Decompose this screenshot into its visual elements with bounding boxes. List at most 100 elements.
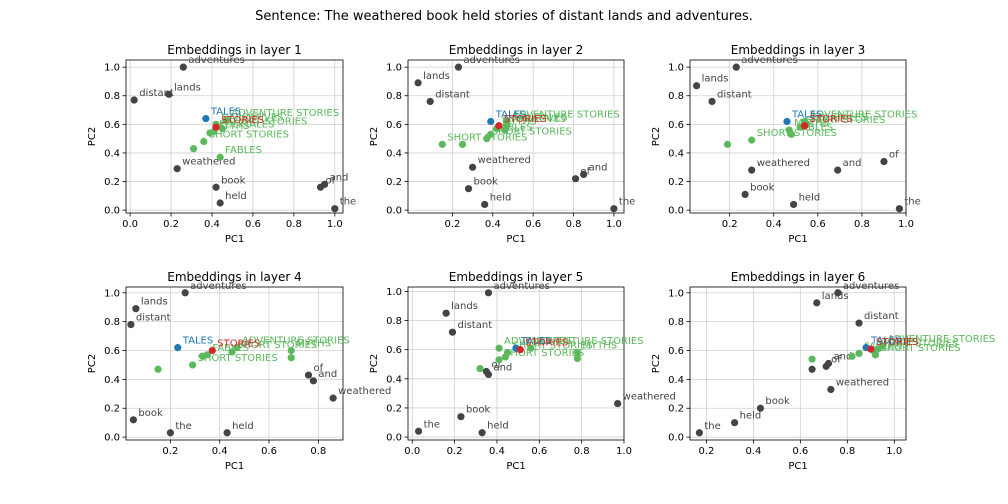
chart-panel-4: 0.2 0.4 0.6 0.8 0.0 0.2 0.4 0.6 0.8 1.0 Embeddings…	[87, 270, 391, 472]
point-label: weathered	[478, 155, 531, 166]
y-tick-label: 0.0	[668, 206, 684, 217]
point-label: book	[765, 396, 790, 407]
y-axis-label: PC2	[651, 354, 662, 373]
point-context	[693, 82, 701, 90]
point-label: TALES	[495, 109, 526, 120]
x-tick-label: 0.4	[485, 219, 501, 230]
point-context	[880, 157, 888, 166]
point-context	[331, 205, 339, 213]
y-tick-label: 0.8	[104, 91, 120, 102]
x-axis-label: PC1	[225, 461, 244, 472]
point-label: of	[325, 175, 335, 186]
point-label: MYTHS	[296, 339, 331, 350]
point-context	[165, 90, 173, 98]
point-context	[824, 359, 833, 368]
point-label: adventures	[463, 55, 519, 66]
point-label: held	[490, 192, 512, 203]
y-tick-label: 1.0	[386, 63, 402, 74]
point-context	[834, 166, 842, 174]
point-label: FOLKTALES	[812, 112, 867, 123]
y-tick-label: 0.4	[386, 148, 402, 159]
point-context	[129, 416, 137, 424]
point-label: the	[704, 421, 720, 432]
panel-title: Embeddings in layer 4	[167, 270, 301, 284]
point-related	[787, 130, 795, 138]
point-label: book	[466, 405, 491, 416]
point-context	[855, 319, 863, 327]
y-axis-label: PC2	[369, 127, 380, 146]
y-tick-label: 0.6	[386, 345, 402, 356]
point-context	[478, 429, 486, 437]
axes-frame	[689, 286, 907, 441]
point-related	[438, 140, 446, 148]
point-label: distant	[717, 89, 752, 100]
point-label: FABLES	[225, 145, 262, 156]
point-label: ADVENTURE STORIES	[242, 336, 350, 347]
point-target	[516, 346, 524, 354]
point-label: distant	[435, 89, 470, 100]
axes-frame	[407, 59, 625, 214]
point-label: MYTHS	[582, 341, 617, 352]
point-label: STORIES	[221, 115, 264, 126]
point-related	[748, 136, 756, 144]
point-label: the	[340, 197, 356, 208]
point-label: of	[313, 363, 323, 374]
x-axis-label: PC1	[506, 234, 525, 245]
x-tick-label: 0.6	[245, 219, 261, 230]
point-label: FABLES	[496, 122, 533, 133]
chart-panel-5: 0.0 0.2 0.4 0.6 0.8 1.0 0.0 0.2 0.4 0.6 0.8 1.0 Embe…	[369, 270, 676, 472]
point-context	[827, 385, 835, 394]
point-related	[855, 349, 863, 357]
y-axis-label: PC2	[87, 127, 98, 146]
point-label: and	[330, 172, 349, 183]
y-tick-label: 0.2	[104, 177, 120, 188]
point-label: held	[487, 421, 509, 432]
panel-title: Embeddings in layer 5	[449, 270, 583, 284]
y-tick-label: 0.4	[668, 148, 684, 159]
point-label: weathered	[338, 386, 391, 397]
point-label: and	[834, 352, 853, 363]
point-label: MYTHS	[502, 117, 537, 128]
chart-panel-2: 0.2 0.4 0.6 0.8 1.0 0.0 0.2 0.4 0.6 0.8 1.0 Embeddi…	[369, 43, 635, 245]
point-label: STORIES	[217, 339, 260, 350]
point-related	[287, 346, 295, 355]
x-tick-label: 1.0	[606, 219, 622, 230]
point-label: and	[589, 162, 608, 173]
point-label: book	[221, 175, 246, 186]
point-related	[228, 348, 236, 356]
point-context	[304, 371, 313, 379]
y-tick-label: 0.8	[668, 317, 684, 328]
point-context	[484, 289, 493, 297]
point-related	[573, 354, 582, 362]
point-related	[495, 356, 503, 364]
point-context	[320, 180, 329, 189]
x-axis-label: PC1	[788, 461, 807, 472]
point-context	[132, 305, 140, 313]
point-context	[834, 289, 842, 297]
point-label: MYTHS	[794, 118, 829, 129]
point-related	[501, 353, 510, 361]
point-tales	[783, 117, 791, 126]
point-context	[212, 183, 220, 191]
x-tick-label: 0.4	[204, 219, 220, 230]
point-context	[756, 404, 765, 412]
point-label: distant	[136, 313, 171, 324]
point-label: STORIES	[810, 114, 853, 125]
x-tick-label: 0.2	[698, 446, 714, 457]
point-tales	[174, 344, 182, 352]
point-label: held	[225, 191, 247, 202]
point-label: SHORT STORIES	[757, 128, 837, 139]
point-context	[442, 309, 450, 317]
point-label: adventures	[493, 281, 549, 292]
point-context	[173, 165, 181, 173]
axes-frame	[689, 59, 907, 214]
x-axis-label: PC1	[788, 234, 807, 245]
point-related	[233, 344, 241, 352]
point-context	[695, 429, 703, 437]
x-tick-label: 1.0	[886, 446, 902, 457]
point-label: STORIES	[876, 337, 919, 348]
point-label: SHORT STORIES	[198, 353, 278, 364]
point-label: lands	[141, 297, 168, 308]
point-context	[414, 79, 422, 87]
point-label: TALES	[210, 107, 241, 118]
